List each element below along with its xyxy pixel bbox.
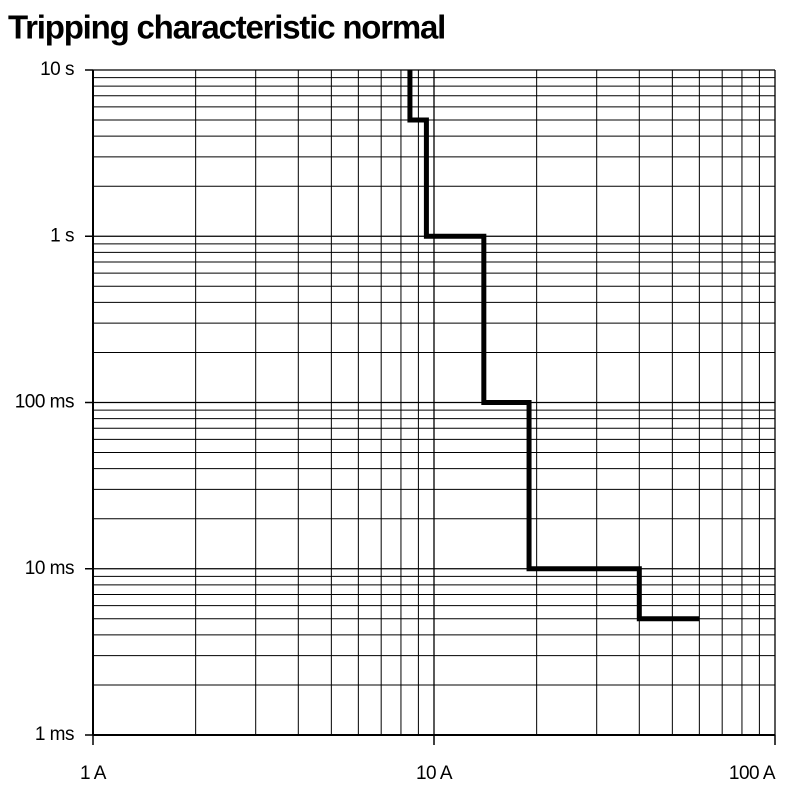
trip-curve	[407, 70, 700, 622]
y-tick-label: 100 ms	[15, 392, 74, 413]
x-tick-label: 10 A	[416, 763, 453, 784]
x-tick-label: 1 A	[80, 763, 107, 784]
y-tick-label: 10 ms	[25, 558, 74, 579]
chart-title: Tripping characteristic normal	[8, 9, 445, 46]
y-tick-label: 10 s	[40, 59, 74, 80]
y-tick-label: 1 s	[50, 225, 74, 246]
y-tick-label: 1 ms	[35, 724, 74, 745]
x-tick-label: 100 A	[729, 763, 776, 784]
